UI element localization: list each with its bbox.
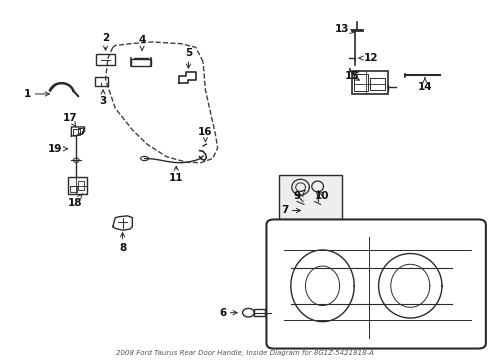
Bar — [254, 309, 264, 316]
Text: 15: 15 — [344, 71, 359, 81]
Text: 16: 16 — [198, 127, 212, 142]
Bar — [70, 186, 77, 192]
Text: 4: 4 — [138, 35, 145, 50]
Bar — [369, 78, 384, 90]
Text: 3: 3 — [99, 90, 106, 106]
Text: 13: 13 — [334, 24, 353, 35]
Bar — [95, 77, 108, 86]
Text: 2008 Ford Taurus Rear Door Handle, Inside Diagram for 8G1Z-5421818-A: 2008 Ford Taurus Rear Door Handle, Insid… — [115, 350, 373, 356]
Text: 8: 8 — [119, 233, 126, 253]
Bar — [78, 181, 83, 190]
Text: 1: 1 — [24, 89, 49, 99]
Bar — [131, 59, 151, 66]
Text: 5: 5 — [184, 48, 192, 68]
Text: 14: 14 — [417, 78, 431, 92]
Text: 7: 7 — [280, 206, 300, 216]
Text: 6: 6 — [219, 308, 237, 318]
Text: 19: 19 — [48, 144, 67, 154]
Bar — [78, 129, 82, 133]
Bar — [278, 175, 341, 221]
Bar — [351, 71, 387, 94]
Bar — [353, 74, 367, 91]
Text: 18: 18 — [67, 194, 82, 208]
Text: 10: 10 — [315, 191, 329, 201]
FancyBboxPatch shape — [266, 220, 485, 348]
Text: 9: 9 — [293, 190, 305, 201]
Text: 2: 2 — [102, 33, 109, 50]
Bar — [96, 54, 115, 65]
Bar — [68, 177, 86, 194]
Bar — [73, 129, 80, 135]
Text: 11: 11 — [169, 166, 183, 183]
Text: 17: 17 — [62, 113, 77, 126]
Text: 12: 12 — [358, 53, 378, 63]
